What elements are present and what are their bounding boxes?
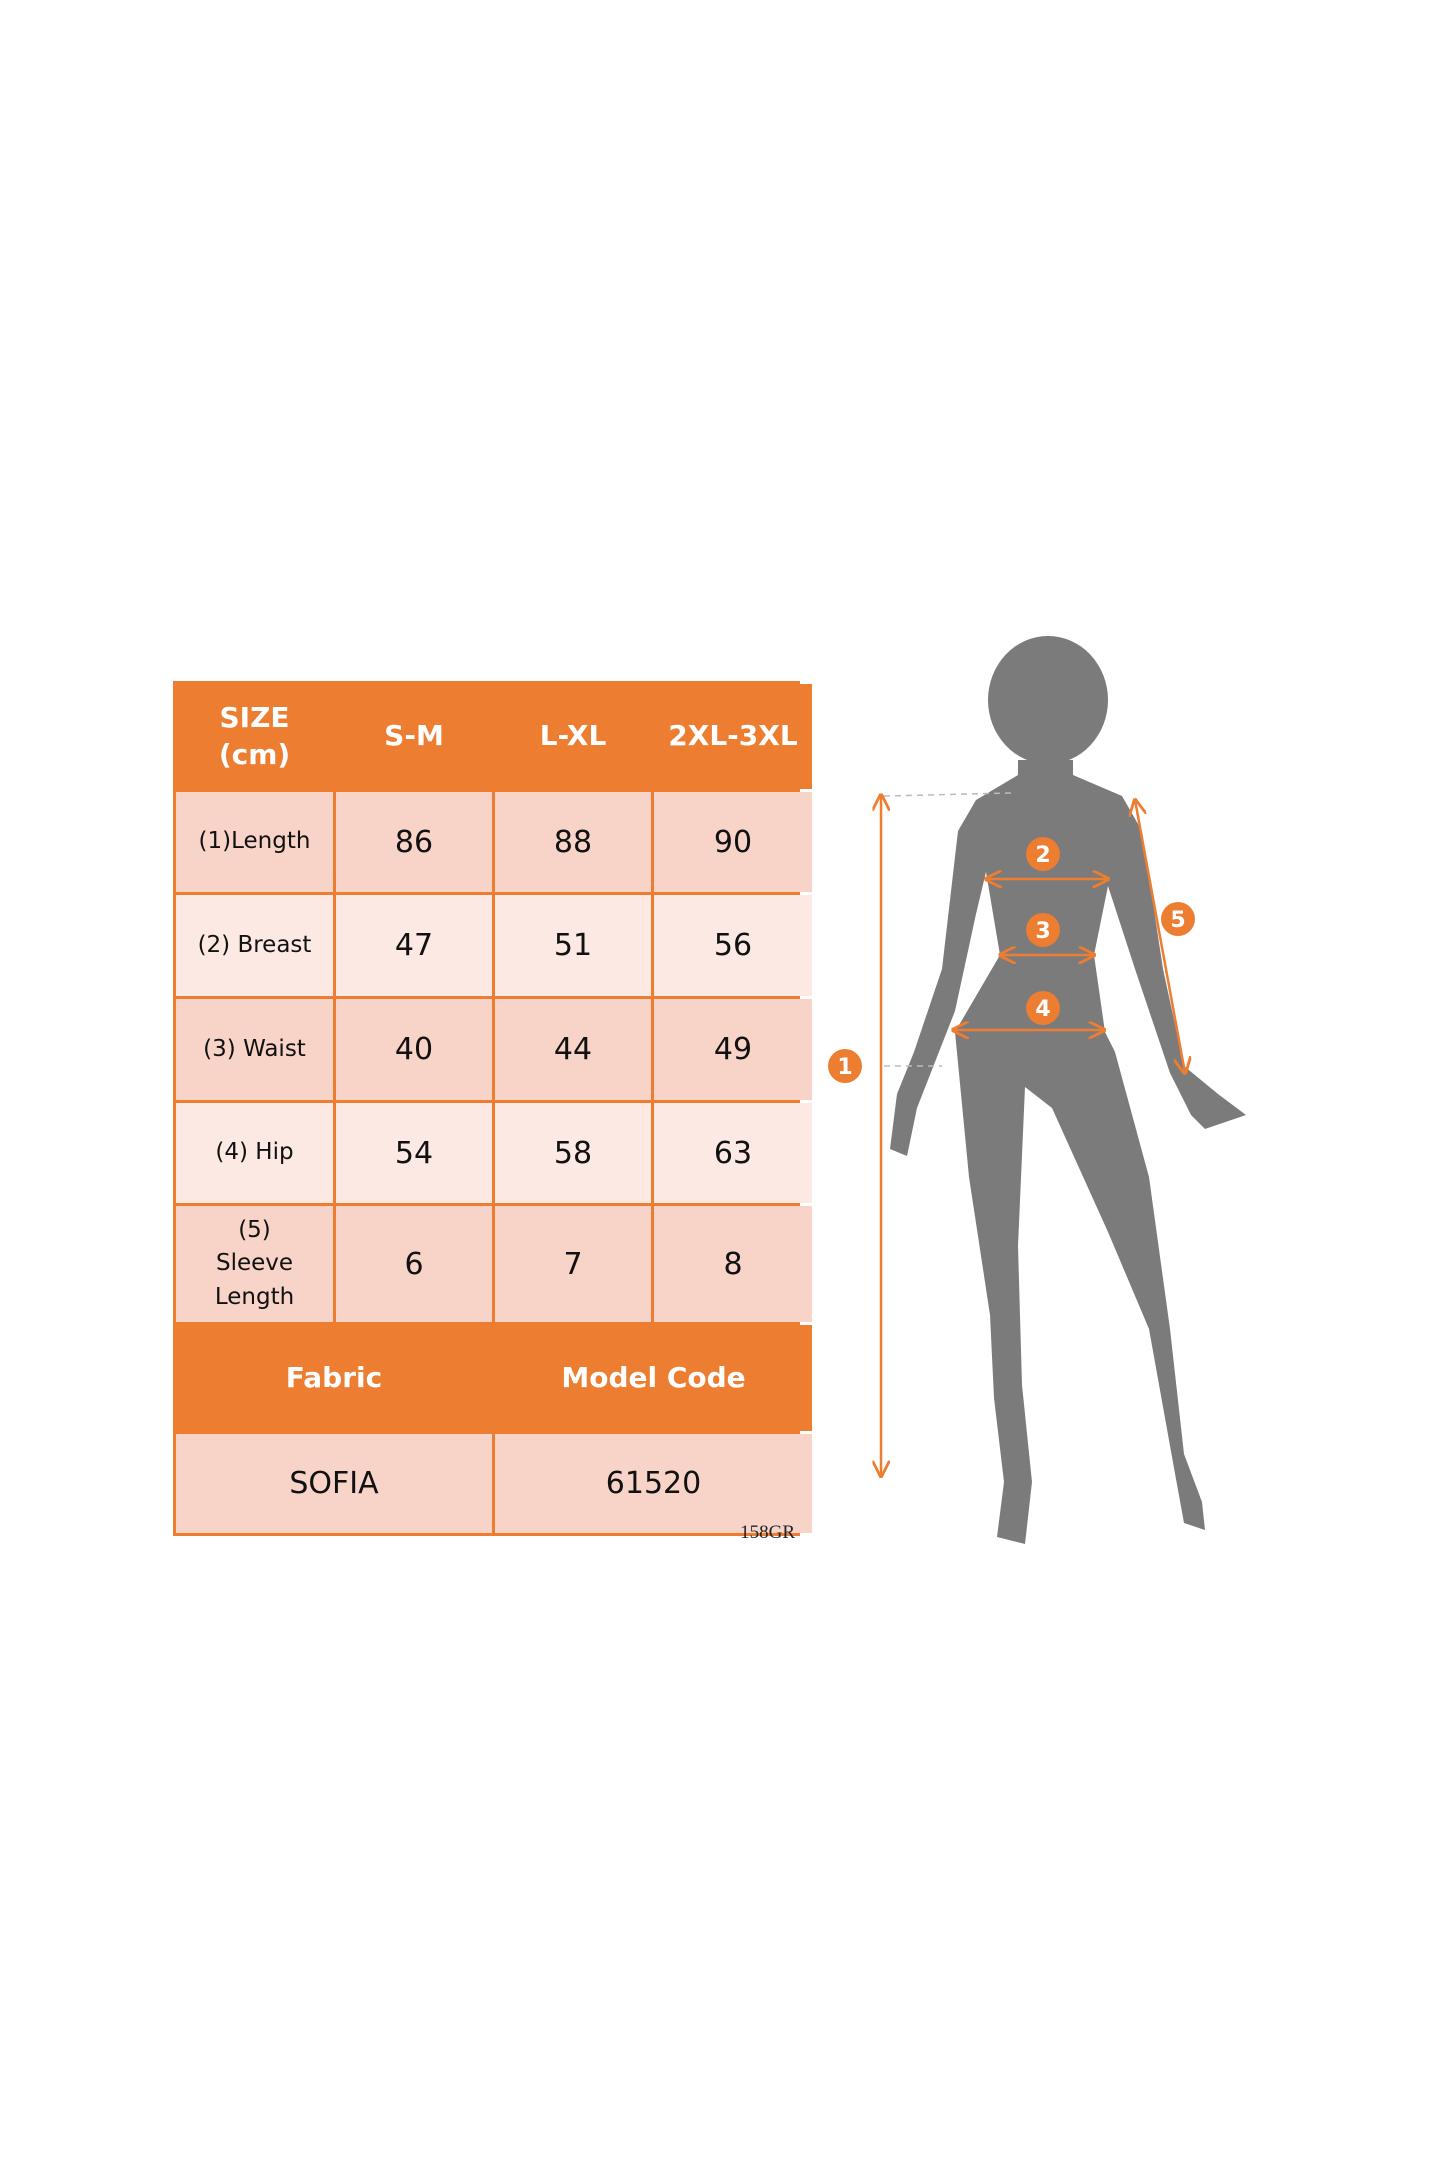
row-label: (5) Sleeve Length [176,1206,333,1322]
marker-4: 4 [1026,991,1060,1025]
row-label: (4) Hip [176,1103,333,1203]
svg-text:5: 5 [1170,908,1185,933]
table-cell: 7 [495,1206,651,1322]
table-cell: 54 [336,1103,492,1203]
model-code-header: Model Code [495,1325,812,1431]
marker-3: 3 [1026,913,1060,947]
row-label: (2) Breast [176,895,333,996]
row-label: (1)Length [176,792,333,892]
head [988,636,1108,764]
marker-1: 1 [828,1049,862,1083]
table-cell: 44 [495,999,651,1100]
header-size: L-XL [495,684,651,789]
table-cell: 47 [336,895,492,996]
measurement-guides [881,792,1185,1476]
marker-2: 2 [1026,837,1060,871]
row-label: (3) Waist [176,999,333,1100]
table-cell: 56 [654,895,812,996]
model-code-value: 61520 [495,1434,812,1533]
svg-text:1: 1 [837,1055,852,1080]
table-cell: 88 [495,792,651,892]
size-chart-table: SIZE (cm) S-M L-XL 2XL-3XL (1)Length 86 … [173,681,812,1536]
fabric-header: Fabric [176,1325,492,1431]
product-code-note: 158GR [740,1522,795,1543]
table-cell: 51 [495,895,651,996]
svg-text:4: 4 [1035,997,1050,1022]
svg-text:2: 2 [1035,843,1050,868]
svg-text:3: 3 [1035,919,1050,944]
table-cell: 58 [495,1103,651,1203]
table-cell: 40 [336,999,492,1100]
table-cell: 8 [654,1206,812,1322]
body [890,760,1246,1544]
silhouette [890,636,1246,1544]
fabric-value: SOFIA [176,1434,492,1533]
header-size-label: SIZE (cm) [176,684,333,789]
marker-5: 5 [1161,902,1195,936]
sleeve-arrow [1135,800,1185,1073]
table-cell: 86 [336,792,492,892]
header-size: S-M [336,684,492,789]
table-cell: 49 [654,999,812,1100]
table-cell: 63 [654,1103,812,1203]
header-size: 2XL-3XL [654,684,812,789]
table-cell: 90 [654,792,812,892]
measurement-markers: 1 2 3 4 5 [828,837,1195,1083]
table-cell: 6 [336,1206,492,1322]
